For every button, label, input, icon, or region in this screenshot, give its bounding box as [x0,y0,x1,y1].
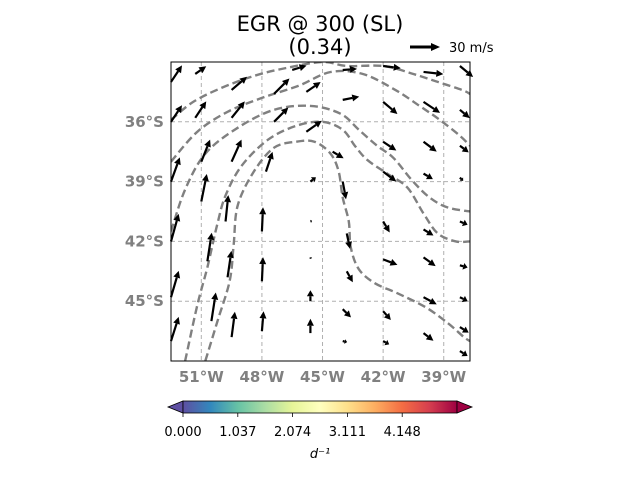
y-tick-label: 45°S [125,292,164,310]
chart-title-line-1: EGR @ 300 (SL) [237,12,404,36]
colorbar-extend-low [168,401,183,413]
x-tick-label: 39°W [421,368,466,386]
wind-vector-shaft [383,341,386,342]
wind-vector-shaft [460,178,461,179]
colorbar-tick-label: 2.074 [274,425,311,440]
wind-vector-shaft [262,264,263,281]
x-tick-labels: 51°W 48°W 45°W 42°W 39°W [179,368,467,386]
plot-area [171,62,470,361]
colorbar-extend-high [457,401,472,413]
wind-vector [460,177,464,181]
colorbar-tick-label: 1.037 [219,425,256,440]
y-tick-label: 42°S [125,232,164,250]
colorbar-tick-label: 4.148 [384,425,421,440]
wind-vector-shaft [310,180,312,182]
wind-vector-shaft [383,66,394,67]
y-tick-label: 36°S [125,113,164,131]
y-tick-labels: 36°S 39°S 42°S 45°S [125,113,164,310]
wind-vector-shaft [460,265,463,266]
colorbar-label: d⁻¹ [310,447,330,462]
colorbar-body [183,401,457,413]
colorbar-tick-label: 3.111 [329,425,366,440]
chart-title-line-2: (0.34) [288,35,351,59]
wind-vector-shaft [460,297,463,299]
x-tick-label: 51°W [179,368,224,386]
quiver-key-arrowhead [431,43,440,51]
wind-vector-shaft [262,318,263,331]
wind-vector-shaft [460,221,463,222]
x-tick-label: 42°W [361,368,406,386]
quiver-key: 30 m/s [410,41,494,56]
x-tick-label: 48°W [239,368,284,386]
colorbar-ticks: 0.000 1.037 2.074 3.111 4.148 [164,413,420,440]
x-tick-label: 45°W [300,368,345,386]
quiver-key-label: 30 m/s [449,41,494,56]
y-tick-label: 39°S [125,173,164,191]
map-axes: 51°W 48°W 45°W 42°W 39°W 36°S 39°S 42°S 45°S [125,62,473,386]
wind-vector-shaft [262,214,263,231]
colorbar-tick-label: 0.000 [164,425,201,440]
colorbar: 0.000 1.037 2.074 3.111 4.148 d⁻¹ [164,401,472,462]
wind-vector-shaft [343,69,350,70]
wind-vector-shaft [424,72,437,73]
